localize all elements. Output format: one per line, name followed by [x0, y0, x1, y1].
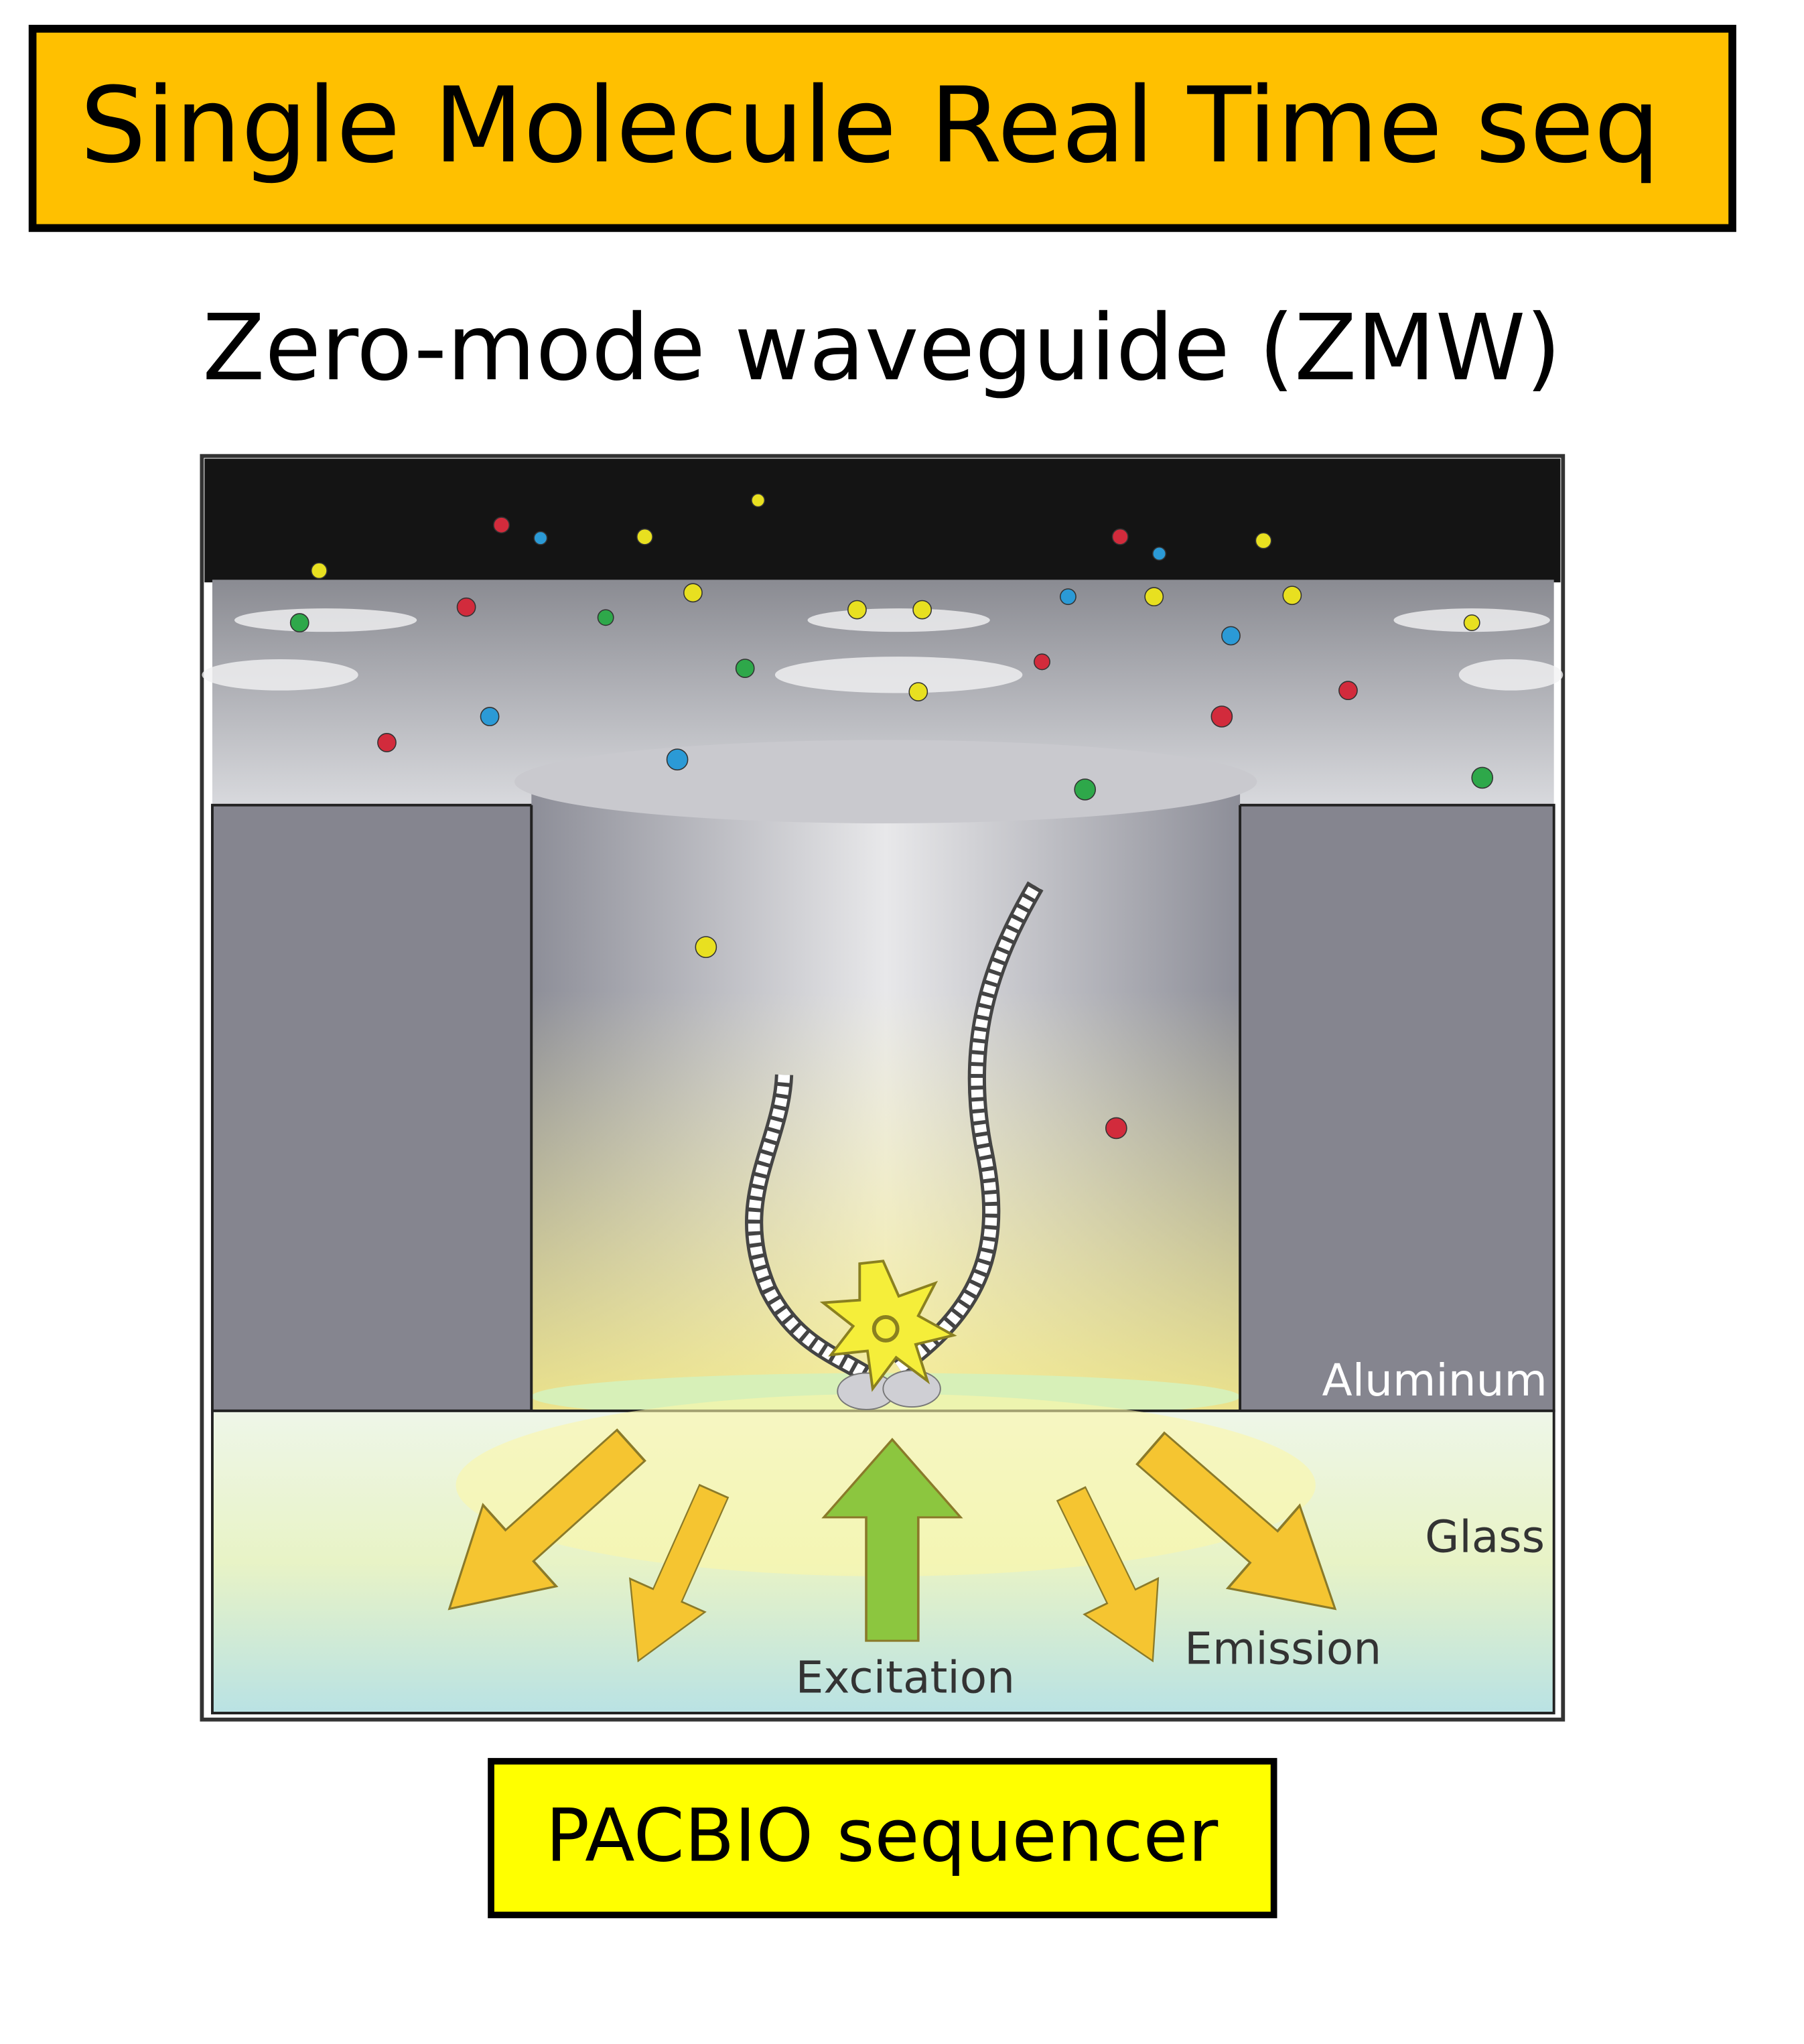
title-box [28, 25, 1736, 232]
subtitle: Zero-mode waveguide (ZMW) [202, 295, 1561, 401]
label-emission: Emission [1184, 1623, 1381, 1675]
zmw-diagram: Aluminum Glass Excitation Emission [200, 454, 1566, 1722]
title: Single Molecule Real Time seq [80, 65, 1660, 186]
label-excitation: Excitation [796, 1651, 1015, 1703]
label-aluminum: Aluminum [1322, 1355, 1547, 1406]
label-glass: Glass [1425, 1511, 1545, 1562]
footer-label: PACBIO sequencer [545, 1793, 1218, 1878]
footer-box [488, 1758, 1277, 1919]
